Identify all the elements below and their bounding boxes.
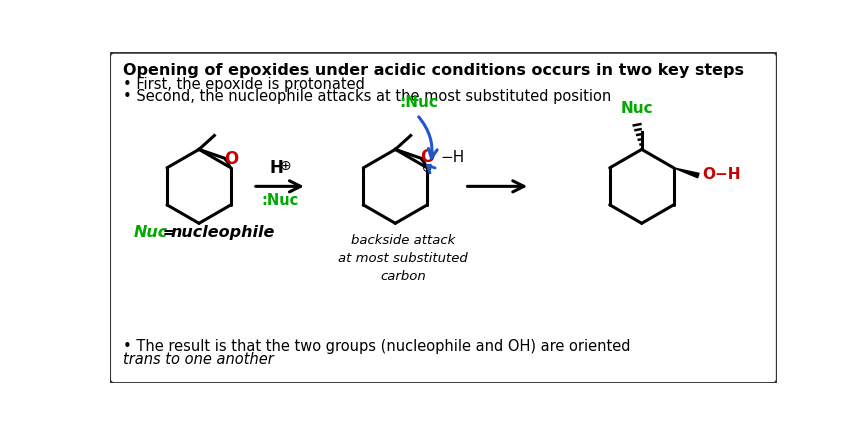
Text: • Second, the nucleophile attacks at the most substituted position: • Second, the nucleophile attacks at the… <box>123 89 611 104</box>
Text: • First, the epoxide is protonated: • First, the epoxide is protonated <box>123 77 365 92</box>
Polygon shape <box>674 168 699 178</box>
Text: ⊕: ⊕ <box>281 159 292 173</box>
Text: ⊕: ⊕ <box>423 162 433 175</box>
Text: Nuc: Nuc <box>621 101 654 116</box>
Text: nucleophile: nucleophile <box>171 225 275 240</box>
Text: • The result is that the two groups (nucleophile and OH) are oriented: • The result is that the two groups (nuc… <box>123 339 630 354</box>
Polygon shape <box>224 158 231 168</box>
Text: Opening of epoxides under acidic conditions occurs in two key steps: Opening of epoxides under acidic conditi… <box>123 63 744 78</box>
Polygon shape <box>421 158 427 168</box>
Text: O−H: O−H <box>702 167 740 182</box>
Text: =: = <box>157 225 181 240</box>
Text: Nuc: Nuc <box>133 225 168 240</box>
Text: −H: −H <box>441 150 465 165</box>
Text: H: H <box>270 159 284 177</box>
Text: :Nuc: :Nuc <box>262 193 299 208</box>
Text: O: O <box>224 150 238 168</box>
Text: trans to one another: trans to one another <box>123 352 274 367</box>
Text: :Nuc: :Nuc <box>399 95 438 110</box>
Text: backside attack
at most substituted
carbon: backside attack at most substituted carb… <box>338 234 468 283</box>
FancyBboxPatch shape <box>110 52 778 384</box>
Text: O: O <box>420 148 435 166</box>
